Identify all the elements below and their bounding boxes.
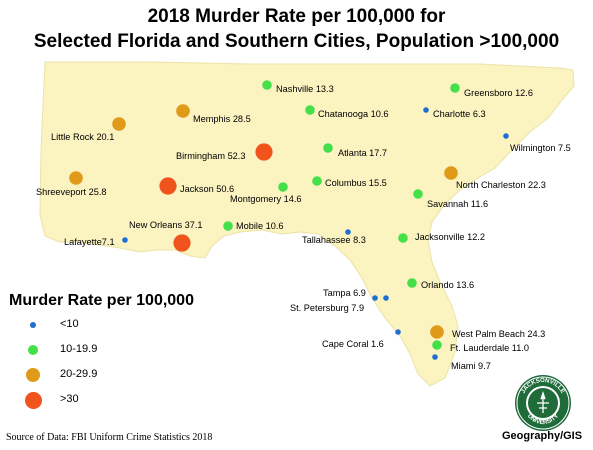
legend-label: >30 bbox=[60, 393, 79, 405]
city-marker-jacksonville bbox=[398, 233, 408, 243]
city-label-savannah: Savannah 11.6 bbox=[427, 199, 488, 209]
city-marker-montgomery bbox=[278, 182, 288, 192]
city-label-nashville: Nashville 13.3 bbox=[276, 84, 334, 94]
city-label-jackson: Jackson 50.6 bbox=[180, 184, 234, 194]
southeast-landmass bbox=[39, 61, 575, 387]
city-marker-ft-lauderdale bbox=[432, 340, 442, 350]
city-label-miami: Miami 9.7 bbox=[451, 361, 491, 371]
city-marker-columbus bbox=[312, 176, 322, 186]
city-marker-mobile bbox=[223, 221, 233, 231]
map-title-line-2: Selected Florida and Southern Cities, Po… bbox=[33, 31, 560, 52]
city-marker-atlanta bbox=[323, 143, 333, 153]
city-marker-little-rock bbox=[112, 117, 126, 131]
legend-label: <10 bbox=[60, 318, 79, 330]
city-marker-memphis bbox=[176, 104, 190, 118]
city-marker-chatanooga bbox=[305, 105, 315, 115]
city-label-north-charleston: North Charleston 22.3 bbox=[456, 180, 546, 190]
city-label-atlanta: Atlanta 17.7 bbox=[338, 148, 387, 158]
city-marker-lafayette bbox=[122, 237, 128, 243]
legend-swatch bbox=[24, 391, 42, 409]
city-marker-north-charleston bbox=[444, 166, 458, 180]
city-marker-savannah bbox=[413, 189, 423, 199]
city-label-ft-lauderdale: Ft. Lauderdale 11.0 bbox=[450, 343, 529, 353]
city-label-wilmington: Wilmington 7.5 bbox=[510, 143, 571, 153]
city-label-cape-coral: Cape Coral 1.6 bbox=[322, 339, 384, 349]
legend-swatch bbox=[30, 322, 36, 328]
university-seal: JACKSONVILLE UNIVERSITY bbox=[515, 375, 571, 431]
city-marker-shreeveport bbox=[69, 171, 83, 185]
legend-label: 20-29.9 bbox=[60, 368, 98, 380]
city-marker-nashville bbox=[262, 80, 272, 90]
city-label-greensboro: Greensboro 12.6 bbox=[464, 88, 533, 98]
legend-label: 10-19.9 bbox=[60, 343, 98, 355]
legend-swatch bbox=[26, 368, 40, 382]
city-marker-cape-coral bbox=[395, 329, 401, 335]
city-label-birmingham: Birmingham 52.3 bbox=[176, 151, 245, 161]
city-label-west-palm-beach: West Palm Beach 24.3 bbox=[452, 329, 545, 339]
city-marker-greensboro bbox=[450, 83, 460, 93]
data-source-note: Source of Data: FBI Uniform Crime Statis… bbox=[6, 432, 213, 443]
city-label-jacksonville: Jacksonville 12.2 bbox=[415, 232, 485, 242]
city-label-lafayette: Lafayette7.1 bbox=[64, 237, 115, 247]
city-marker-st-petersburg bbox=[383, 295, 389, 301]
city-marker-tallahassee bbox=[345, 229, 351, 235]
city-label-new-orleans: New Orleans 37.1 bbox=[129, 220, 203, 230]
city-label-tallahassee: Tallahassee 8.3 bbox=[302, 235, 366, 245]
city-marker-tampa bbox=[372, 295, 378, 301]
city-label-tampa: Tampa 6.9 bbox=[323, 288, 366, 298]
city-label-little-rock: Little Rock 20.1 bbox=[51, 132, 114, 142]
legend-swatch bbox=[28, 345, 38, 355]
city-marker-orlando bbox=[407, 278, 417, 288]
city-marker-jackson bbox=[159, 177, 177, 195]
city-marker-west-palm-beach bbox=[430, 325, 444, 339]
city-label-shreeveport: Shreeveport 25.8 bbox=[36, 187, 107, 197]
legend-title: Murder Rate per 100,000 bbox=[9, 292, 194, 309]
city-label-charlotte: Charlotte 6.3 bbox=[433, 109, 486, 119]
city-marker-birmingham bbox=[255, 143, 273, 161]
geography-gis-credit: Geography/GIS bbox=[502, 430, 583, 442]
city-label-montgomery: Montgomery 14.6 bbox=[230, 194, 302, 204]
map-title-line-1: 2018 Murder Rate per 100,000 for bbox=[147, 6, 446, 27]
city-label-mobile: Mobile 10.6 bbox=[236, 221, 284, 231]
city-marker-wilmington bbox=[503, 133, 509, 139]
city-label-columbus: Columbus 15.5 bbox=[325, 178, 387, 188]
city-label-st-petersburg: St. Petersburg 7.9 bbox=[290, 303, 364, 313]
city-label-orlando: Orlando 13.6 bbox=[421, 280, 474, 290]
city-marker-miami bbox=[432, 354, 438, 360]
city-marker-new-orleans bbox=[173, 234, 191, 252]
city-label-chatanooga: Chatanooga 10.6 bbox=[318, 109, 389, 119]
city-marker-charlotte bbox=[423, 107, 429, 113]
city-label-memphis: Memphis 28.5 bbox=[193, 114, 251, 124]
